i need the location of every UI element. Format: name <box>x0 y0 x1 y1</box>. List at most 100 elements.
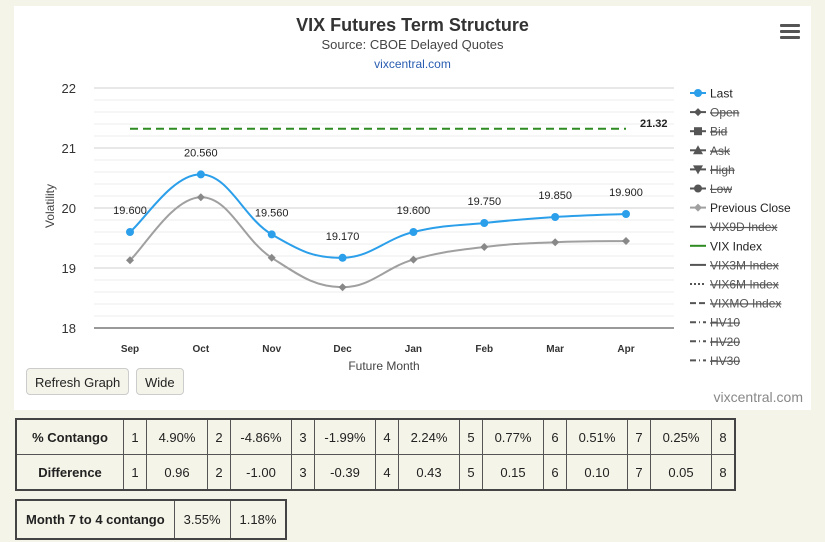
legend-marker <box>694 203 702 212</box>
difference-row: Difference 1 0.96 2 -1.00 3 -0.39 4 0.43… <box>15 454 736 491</box>
wide-button[interactable]: Wide <box>136 368 184 395</box>
data-label: 19.600 <box>397 205 431 217</box>
legend-item-label[interactable]: HV30 <box>710 354 740 368</box>
legend-item-label[interactable]: HV10 <box>710 316 740 330</box>
chart-credit: vixcentral.com <box>713 389 803 405</box>
table-cell: 3 <box>291 418 315 455</box>
table-cell: -1.99% <box>314 418 376 455</box>
previous-close-point <box>126 256 134 265</box>
data-label: 19.560 <box>255 207 289 219</box>
table-cell: 2 <box>207 418 231 455</box>
table-cell: 0.96 <box>146 454 208 491</box>
y-tick-label: 18 <box>62 321 76 336</box>
x-tick-label: Apr <box>617 344 634 355</box>
summary-value-2: 1.18% <box>229 499 287 540</box>
difference-label: Difference <box>15 454 124 491</box>
refresh-graph-button[interactable]: Refresh Graph <box>26 368 130 395</box>
previous-close-point <box>622 237 630 245</box>
previous-close-point <box>480 243 489 251</box>
table-cell: -4.86% <box>230 418 292 455</box>
last-point <box>338 253 347 262</box>
legend-marker <box>694 127 702 136</box>
hamburger-menu-icon[interactable] <box>780 24 800 40</box>
legend-item-label[interactable]: VIX3M Index <box>710 258 779 272</box>
table-cell: 0.51% <box>566 418 628 455</box>
chart-panel: VIX Futures Term Structure Source: CBOE … <box>14 6 811 410</box>
y-tick-label: 20 <box>62 201 76 216</box>
y-axis-title: Volatility <box>43 184 57 228</box>
term-structure-chart: 18 19 20 21 22 Sep Oct Nov Dec Jan Feb Mar Apr Future… <box>43 81 791 373</box>
previous-close-point <box>409 255 418 264</box>
table-cell: 0.25% <box>650 418 712 455</box>
legend-item-label[interactable]: VIXMO Index <box>710 297 781 311</box>
previous-close-point <box>551 238 560 247</box>
table-cell: -1.00 <box>230 454 292 491</box>
table-cell: 5 <box>459 454 483 491</box>
legend-marker <box>693 145 703 155</box>
previous-close-point <box>267 253 276 262</box>
table-cell: 4.90% <box>146 418 208 455</box>
chart-title: VIX Futures Term Structure <box>296 15 529 35</box>
data-label: 19.600 <box>113 205 147 217</box>
table-cell: 2 <box>207 454 231 491</box>
legend-item-label[interactable]: Last <box>710 87 733 101</box>
legend-item-label[interactable]: Bid <box>710 125 727 139</box>
legend-marker <box>694 184 702 193</box>
last-point <box>480 219 489 227</box>
table-cell: 1 <box>123 418 147 455</box>
table-cell: 6 <box>543 454 567 491</box>
last-point <box>622 210 630 218</box>
x-tick-label: Feb <box>475 344 493 355</box>
x-tick-label: Oct <box>193 344 210 355</box>
legend-item-label[interactable]: HV20 <box>710 335 740 349</box>
table-cell: 8 <box>711 418 736 455</box>
summary-value-1: 3.55% <box>173 499 231 540</box>
table-cell: 7 <box>627 418 651 455</box>
legend-marker <box>694 108 702 117</box>
legend-item-label[interactable]: VIX9D Index <box>710 220 777 234</box>
legend-marker <box>694 89 702 97</box>
chart-source-link[interactable]: vixcentral.com <box>374 57 451 71</box>
data-label: 20.560 <box>184 147 218 159</box>
legend-item-label[interactable]: Previous Close <box>710 201 791 215</box>
legend-item-label[interactable]: Ask <box>710 144 731 158</box>
contango-table: % Contango 1 4.90% 2 -4.86% 3 -1.99% 4 2… <box>15 418 736 491</box>
legend-item-label[interactable]: VIX Index <box>710 239 762 253</box>
legend-item-label[interactable]: High <box>710 163 735 177</box>
table-cell: 2.24% <box>398 418 460 455</box>
previous-close-point <box>196 193 205 202</box>
table-cell: 8 <box>711 454 736 491</box>
table-cell: 0.05 <box>650 454 712 491</box>
x-tick-label: Mar <box>546 344 564 355</box>
last-point <box>196 170 205 179</box>
x-tick-label: Nov <box>262 344 281 355</box>
table-cell: 6 <box>543 418 567 455</box>
table-cell: 0.77% <box>482 418 544 455</box>
x-tick-label: Dec <box>333 344 352 355</box>
y-tick-label: 21 <box>62 141 76 156</box>
last-point <box>267 230 276 239</box>
data-label: 19.850 <box>538 190 572 202</box>
x-tick-label: Jan <box>405 344 422 355</box>
table-cell: 0.15 <box>482 454 544 491</box>
summary-label: Month 7 to 4 contango <box>15 499 175 540</box>
last-point <box>551 213 560 221</box>
legend-marker <box>693 165 703 175</box>
contango-row: % Contango 1 4.90% 2 -4.86% 3 -1.99% 4 2… <box>15 418 736 455</box>
vix-index-label: 21.32 <box>640 118 668 130</box>
chart-subtitle: Source: CBOE Delayed Quotes <box>321 37 504 52</box>
last-point <box>409 228 418 236</box>
x-axis-title: Future Month <box>348 359 419 373</box>
table-cell: 5 <box>459 418 483 455</box>
table-cell: 0.10 <box>566 454 628 491</box>
legend-item-label[interactable]: Open <box>710 106 739 120</box>
legend-item-label[interactable]: VIX6M Index <box>710 278 779 292</box>
table-cell: 4 <box>375 454 399 491</box>
data-label: 19.750 <box>467 196 501 208</box>
summary-row: Month 7 to 4 contango 3.55% 1.18% <box>15 499 287 540</box>
table-cell: -0.39 <box>314 454 376 491</box>
legend-item-label[interactable]: Low <box>710 182 732 196</box>
summary-table: Month 7 to 4 contango 3.55% 1.18% <box>15 499 288 540</box>
previous-close-point <box>338 283 347 292</box>
table-cell: 7 <box>627 454 651 491</box>
